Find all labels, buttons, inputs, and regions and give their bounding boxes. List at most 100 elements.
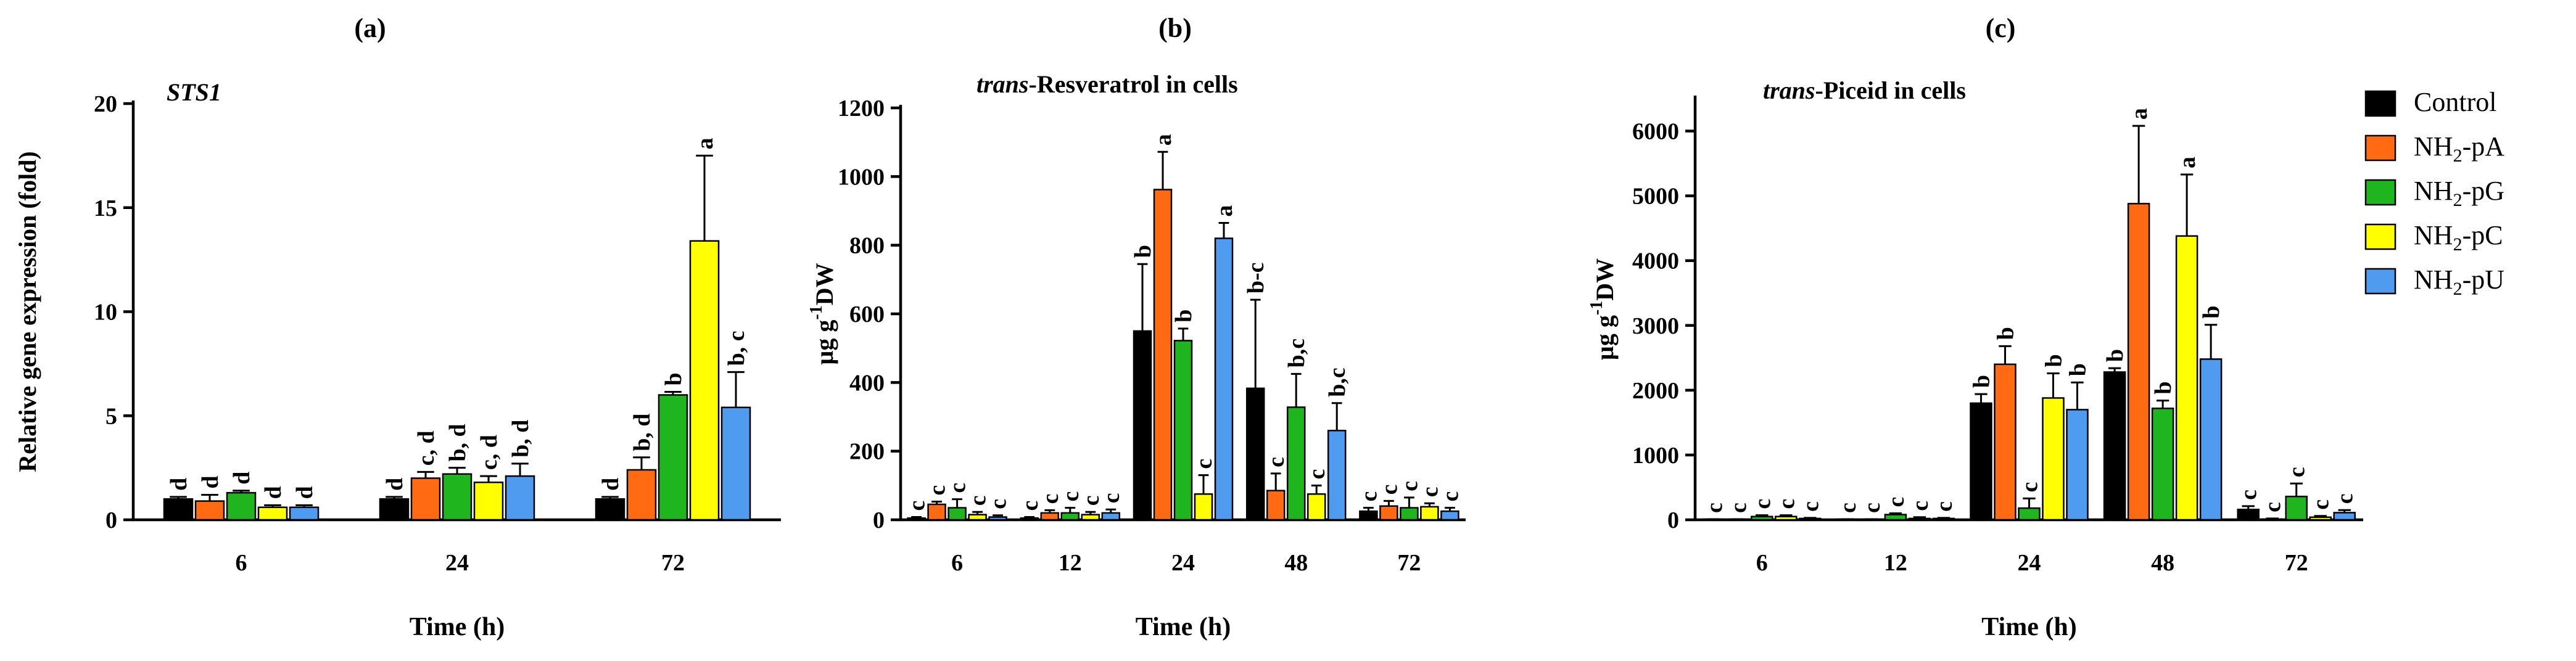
panel-label: (c)	[1986, 13, 2016, 43]
bar-nh2-pg-24	[2018, 507, 2041, 521]
panel-label: (b)	[1158, 13, 1192, 43]
significance-label: d	[598, 478, 624, 491]
bar-nh2-pc-72	[1420, 506, 1439, 521]
legend-label-sub: 2	[2453, 146, 2462, 166]
significance-label: b	[2198, 306, 2224, 319]
x-tick-label: 24	[2018, 550, 2041, 576]
bar-control-24	[1133, 330, 1152, 521]
bar-nh2-pc-24	[2042, 397, 2065, 521]
panel-b: (b) trans-Resveratrol in cells 0 200 400 600 8…	[807, 13, 1466, 641]
significance-label: b,c	[1324, 367, 1350, 397]
x-tick-label: 72	[661, 550, 685, 576]
x-tick-label: 12	[1884, 550, 1907, 576]
y-tick-label: 15	[94, 195, 117, 221]
significance-label: c	[1263, 457, 1289, 467]
significance-label: b	[661, 372, 687, 385]
legend-label-base: NH	[2414, 131, 2453, 162]
y-tick-label: 10	[94, 300, 117, 326]
bar-control-48	[1245, 387, 1265, 521]
legend-label: NH2-pA	[2414, 131, 2504, 166]
significance-label: c	[965, 495, 991, 506]
y-tick-label: 1000	[1632, 443, 1679, 469]
x-tick-label: 6	[236, 550, 247, 576]
significance-label: b,c	[1284, 339, 1310, 368]
y-tick-label: 5000	[1632, 184, 1679, 210]
bar-nh2-pc-6	[257, 506, 288, 521]
bar-nh2-pa-24	[1994, 363, 2017, 521]
chart-title: trans-Piceid in cells	[1763, 76, 1966, 104]
bar-nh2-pg-6	[1751, 515, 1773, 521]
y-tick-label: 0	[105, 507, 117, 533]
y-axis-label: µg g-1DW	[807, 263, 838, 364]
bar-nh2-pu-6	[988, 516, 1007, 521]
chart-title: trans-Resveratrol in cells	[976, 70, 1238, 98]
x-tick-label: 6	[1756, 550, 1768, 576]
legend-item-nh2-pa: NH2-pA	[2364, 131, 2504, 166]
significance-label: c	[1883, 497, 1909, 507]
significance-label: c	[2260, 502, 2286, 512]
legend-item-nh2-pc: NH2-pC	[2364, 220, 2503, 255]
bar-nh2-pg-24	[1173, 340, 1193, 521]
bar-nh2-pu-72	[720, 406, 751, 521]
legend-label-sub: 2	[2453, 279, 2462, 299]
significance-label: a	[1212, 205, 1237, 216]
bar-nh2-pc-6	[1775, 515, 1798, 521]
chart-panels: (a) STS1 0 5 10 15 20 Relative gene expression …	[14, 13, 2363, 641]
bar-nh2-pg-12	[1884, 514, 1907, 521]
x-tick-label: 6	[951, 550, 963, 576]
y-tick-label: 0	[873, 507, 885, 533]
bar-control-24	[1970, 402, 1992, 521]
legend-label-suffix: -pA	[2462, 131, 2505, 162]
significance-label: d	[197, 475, 223, 488]
y-axis-label: µg g-1DW	[1587, 258, 1619, 360]
bar-nh2-pg-12	[1060, 512, 1080, 521]
bar-nh2-pg-48	[1286, 406, 1306, 521]
bar-control-6	[907, 517, 926, 521]
bar-nh2-pg-72	[1400, 507, 1419, 521]
significance-label: b	[2041, 354, 2067, 367]
bar-control-12	[1020, 517, 1039, 521]
panel-c: (c) trans-Piceid in cells 0 1000 2000 3000 400…	[1587, 13, 2363, 641]
bar-control-48	[2103, 371, 2126, 521]
significance-label: c	[1078, 495, 1104, 506]
significance-label: c	[1835, 503, 1861, 513]
significance-label: b, d	[629, 413, 655, 451]
panel-a: (a) STS1 0 5 10 15 20 Relative gene expression …	[14, 13, 781, 641]
significance-label: c	[986, 499, 1012, 509]
legend-swatch	[2364, 179, 2396, 206]
significance-label: c	[904, 501, 930, 511]
legend-item-nh2-pg: NH2-pG	[2364, 176, 2504, 210]
legend-label-base: NH	[2414, 265, 2453, 295]
x-tick-label: 72	[1397, 550, 1421, 576]
bar-nh2-pu-24	[2066, 409, 2089, 521]
bar-nh2-pu-48	[1327, 430, 1347, 521]
significance-label: c	[1356, 491, 1382, 502]
bar-nh2-pa-24	[410, 477, 441, 521]
significance-label: c	[1397, 481, 1422, 491]
y-tick-label: 400	[849, 370, 885, 396]
significance-label: b	[2150, 382, 2176, 395]
bar-control-6	[163, 498, 194, 521]
bar-nh2-pa-6	[194, 500, 225, 521]
y-tick-label: 4000	[1632, 248, 1679, 274]
y-tick-label: 20	[94, 91, 117, 117]
significance-label: c	[1773, 499, 1799, 509]
bar-nh2-pc-24	[473, 482, 504, 521]
significance-label: d	[260, 486, 286, 499]
bar-nh2-pu-12	[1101, 512, 1121, 521]
legend-label-base: NH	[2414, 220, 2453, 250]
y-axis-label-exponent: -1	[1587, 301, 1606, 315]
bar-nh2-pc-6	[968, 514, 987, 521]
legend-swatch	[2364, 134, 2396, 162]
legend-label: NH2-pG	[2414, 176, 2504, 210]
y-axis-label-dw: DW	[1591, 258, 1619, 301]
legend-label-base: Control	[2414, 87, 2496, 117]
y-tick-label: 3000	[1632, 313, 1679, 339]
bar-nh2-pa-72	[1379, 505, 1398, 521]
y-tick-label: 5	[105, 403, 117, 429]
significance-label: b	[1130, 245, 1156, 258]
y-tick-label: 1200	[838, 96, 885, 121]
y-tick-label: 0	[1667, 507, 1679, 533]
significance-label: d	[292, 486, 318, 499]
